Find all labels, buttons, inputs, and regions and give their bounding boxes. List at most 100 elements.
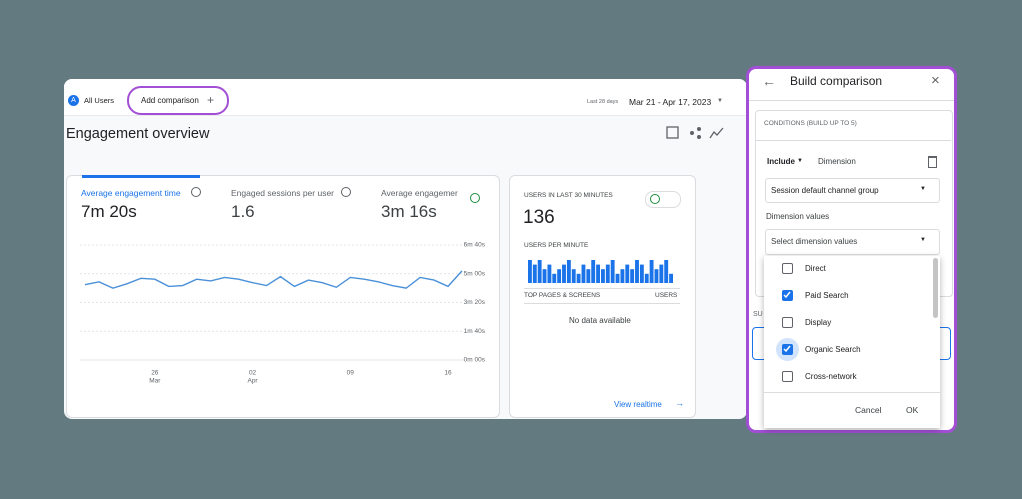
page-title: Engagement overview	[66, 126, 210, 142]
metric-value: 1.6	[231, 202, 255, 221]
bar	[547, 264, 552, 283]
bar	[537, 260, 542, 283]
status-icon	[650, 194, 660, 204]
metric-label[interactable]: Average engagemer	[381, 188, 458, 198]
back-button[interactable]: ←	[762, 73, 776, 89]
cancel-button[interactable]: Cancel	[855, 405, 882, 415]
checkbox[interactable]	[782, 317, 793, 328]
selected-tab	[82, 175, 200, 178]
add-comparison-button[interactable]: Add comparison	[141, 96, 199, 105]
option[interactable]: Paid Search	[764, 283, 934, 310]
bar	[669, 273, 673, 283]
help-icon[interactable]	[341, 187, 351, 197]
bar	[601, 269, 605, 283]
option-label[interactable]: Organic Search	[805, 345, 861, 354]
realtime-title: USERS IN LAST 30 MINUTES	[524, 192, 613, 199]
values-select-text[interactable]: Select dimension values	[771, 237, 858, 246]
bar	[562, 264, 566, 283]
toolbar-icons[interactable]	[664, 125, 726, 141]
option-label[interactable]: Direct	[805, 264, 826, 273]
dimension-select[interactable]	[765, 178, 940, 203]
dimension-select-text[interactable]: Session default channel group	[771, 186, 879, 195]
option-label[interactable]: Cross-network	[805, 372, 857, 381]
divider	[764, 392, 940, 393]
segment-label[interactable]: All Users	[84, 96, 115, 105]
segment-badge[interactable]: A	[68, 95, 79, 106]
realtime-link[interactable]: View realtime	[614, 400, 662, 409]
x-tick-label: 16	[444, 370, 452, 377]
table-header: USERS	[655, 292, 678, 299]
bar	[557, 269, 562, 283]
scrollbar[interactable]	[933, 258, 938, 318]
conditions-header: CONDITIONS (BUILD UP TO 5)	[764, 120, 857, 127]
bar	[596, 264, 600, 283]
metric-value: 3m 16s	[381, 202, 437, 221]
realtime-card	[509, 175, 696, 418]
option[interactable]: Display	[764, 310, 934, 337]
bar	[664, 260, 669, 283]
line	[84, 270, 463, 289]
bar	[620, 269, 625, 283]
empty-message: No data available	[569, 316, 631, 325]
metric-value: 7m 20s	[81, 202, 137, 221]
x-tick-sublabel: Apr	[247, 378, 258, 385]
bar	[659, 264, 664, 283]
add-icon[interactable]: +	[207, 93, 215, 107]
delete-icon[interactable]	[928, 156, 937, 168]
x-tick-sublabel: Mar	[149, 378, 161, 385]
per-minute-label: USERS PER MINUTE	[524, 242, 589, 249]
edit-icon[interactable]	[666, 126, 679, 139]
dropdown-arrow[interactable]: ▼	[717, 98, 723, 104]
x-tick-label: 26	[151, 370, 159, 377]
add-comparison-highlight[interactable]	[127, 86, 229, 115]
checkbox[interactable]	[782, 290, 793, 301]
option-label[interactable]: Display	[805, 318, 832, 327]
divider	[749, 100, 954, 101]
option[interactable]: Direct	[764, 256, 934, 283]
values-select[interactable]	[765, 229, 940, 255]
y-tick-label: 3m 20s	[464, 299, 486, 306]
dropdown-arrow[interactable]: ▼	[920, 237, 926, 243]
option[interactable]: Cross-network	[764, 364, 934, 391]
metric-label[interactable]: Engaged sessions per user	[231, 188, 335, 198]
bar	[615, 273, 620, 283]
dropdown-arrow[interactable]: ▼	[797, 158, 803, 164]
bar	[542, 269, 547, 283]
dimension-label: Dimension	[818, 157, 856, 166]
engagement-card	[66, 175, 500, 418]
date-range-label: Last 28 days	[587, 99, 619, 105]
y-tick-label: 0m 00s	[464, 357, 486, 364]
close-button[interactable]: ×	[931, 72, 940, 89]
bar	[552, 273, 557, 283]
bar	[610, 260, 615, 283]
checkbox[interactable]	[782, 371, 793, 382]
option[interactable]: Organic Search	[764, 337, 934, 364]
option-label[interactable]: Paid Search	[805, 291, 849, 300]
bar	[639, 264, 644, 283]
bar	[649, 260, 654, 283]
include-select[interactable]: Include	[767, 157, 796, 166]
divider	[524, 288, 680, 289]
date-range[interactable]: Mar 21 - Apr 17, 2023	[629, 97, 712, 107]
bar	[635, 260, 639, 283]
checkbox[interactable]	[782, 344, 793, 355]
check-mark	[783, 291, 791, 299]
help-icon[interactable]	[191, 187, 201, 197]
share-icon	[697, 135, 701, 139]
ok-button[interactable]: OK	[906, 405, 919, 415]
bar	[576, 273, 581, 283]
link-arrow[interactable]: →	[675, 398, 684, 408]
share-icon[interactable]	[697, 127, 701, 131]
bar	[605, 264, 610, 283]
dropdown-arrow[interactable]: ▼	[920, 186, 926, 192]
section-label: SU	[753, 311, 763, 318]
x-tick-label: 02	[249, 370, 257, 377]
bar	[630, 269, 635, 283]
metric-label[interactable]: Average engagement time	[81, 188, 181, 198]
status-icon	[470, 193, 480, 203]
checkbox[interactable]	[782, 263, 793, 274]
insights-icon[interactable]	[709, 127, 724, 139]
x-tick-label: 09	[347, 370, 355, 377]
